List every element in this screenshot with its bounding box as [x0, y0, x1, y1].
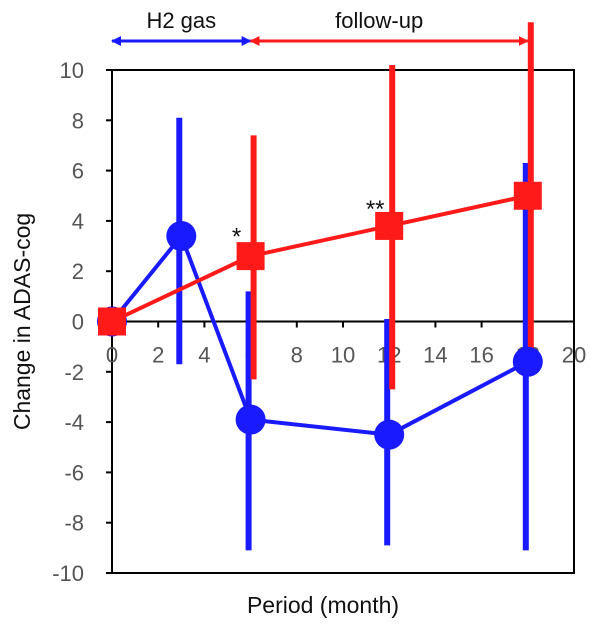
data-point-square	[513, 181, 542, 210]
data-point-circle	[512, 346, 543, 377]
series-markers	[97, 181, 543, 450]
data-point-circle	[166, 220, 197, 251]
y-tick-label: -4	[64, 410, 84, 435]
significance-mark: *	[232, 224, 241, 251]
y-tick-label: -2	[64, 360, 84, 385]
x-tick-label: 10	[331, 343, 355, 368]
significance-mark: **	[366, 196, 385, 223]
y-tick-label: -10	[52, 561, 84, 586]
error-bars	[176, 22, 534, 551]
data-point-circle	[235, 404, 266, 435]
x-tick-label: 4	[198, 343, 210, 368]
significance-annotations: ***	[232, 196, 385, 251]
data-point-circle	[374, 419, 405, 450]
phase-label: H2 gas	[146, 8, 216, 33]
y-axis-title: Change in ADAS-cog	[9, 213, 35, 430]
x-tick-label: 2	[152, 343, 164, 368]
y-tick-label: 0	[72, 310, 84, 335]
x-tick-label: 14	[423, 343, 447, 368]
x-tick-label: 20	[562, 343, 586, 368]
phase-indicators: H2 gas follow-up	[111, 8, 529, 46]
x-axis-title: Period (month)	[247, 592, 399, 618]
plot-area	[106, 69, 575, 574]
y-tick-label: -8	[64, 511, 84, 536]
y-tick-label: 8	[72, 108, 84, 133]
y-tick-label: 6	[72, 159, 84, 184]
data-point-square	[98, 307, 126, 336]
series-line	[111, 193, 529, 324]
x-tick-label: 0	[106, 343, 118, 368]
data-point-square	[236, 242, 265, 271]
x-tick-label: 8	[291, 343, 303, 368]
series-line	[110, 233, 529, 437]
y-tick-label: 4	[72, 209, 84, 234]
phase-label: follow-up	[335, 8, 423, 33]
y-tick-label: 10	[60, 58, 84, 83]
y-tick-label: 2	[72, 259, 84, 284]
y-tick-label: -6	[64, 460, 84, 485]
data-point-square	[375, 211, 404, 240]
x-tick-label: 16	[469, 343, 493, 368]
